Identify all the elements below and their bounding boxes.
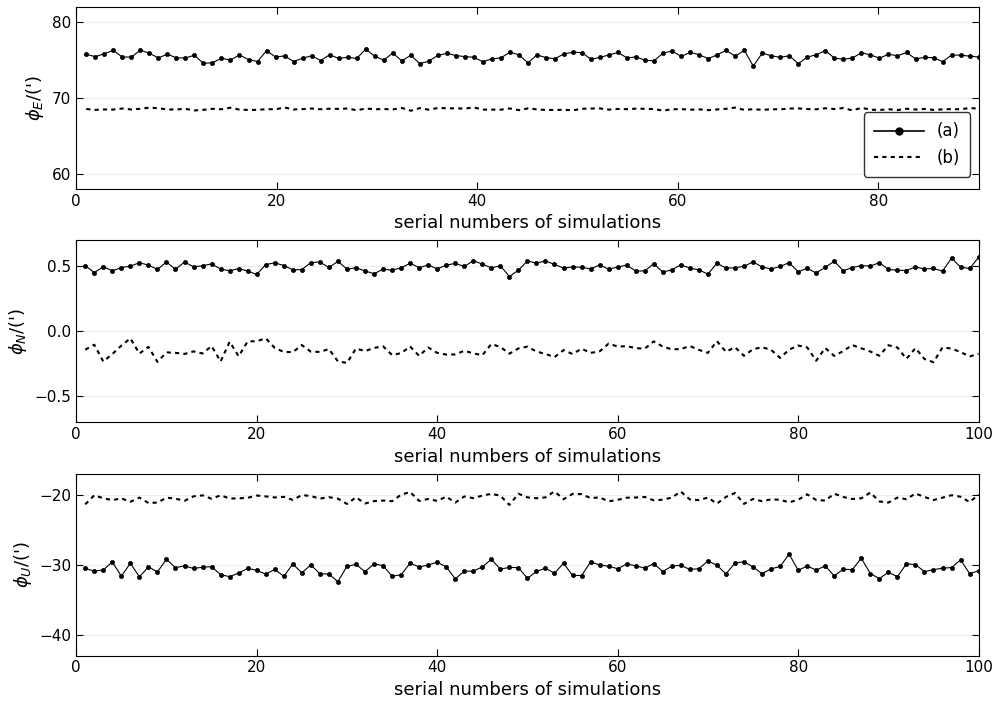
X-axis label: serial numbers of simulations: serial numbers of simulations (394, 448, 661, 465)
Y-axis label: $\phi_U$/('): $\phi_U$/(') (12, 542, 34, 588)
X-axis label: serial numbers of simulations: serial numbers of simulations (394, 214, 661, 232)
Y-axis label: $\phi_N$/('): $\phi_N$/(') (7, 308, 29, 355)
X-axis label: serial numbers of simulations: serial numbers of simulations (394, 681, 661, 699)
Y-axis label: $\phi_E$/('): $\phi_E$/(') (24, 75, 46, 121)
Legend: (a), (b): (a), (b) (864, 112, 970, 176)
